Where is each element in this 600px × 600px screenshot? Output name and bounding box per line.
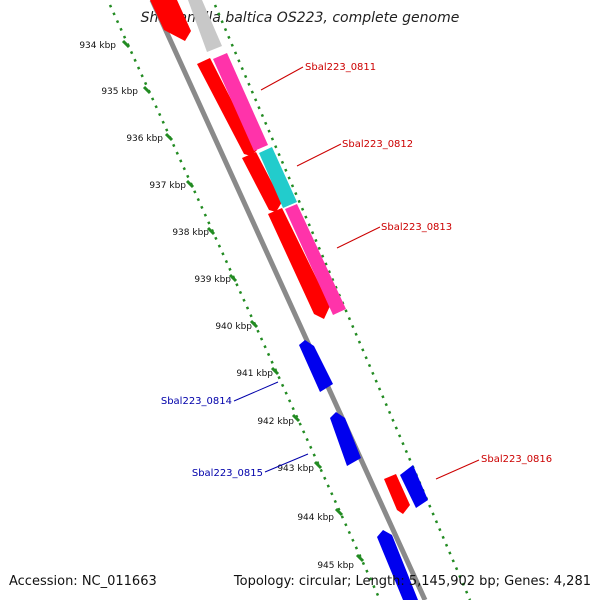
gene-pink-block bbox=[213, 53, 268, 151]
tick-label-935: 935 kbp bbox=[101, 87, 138, 97]
tick-label-945: 945 kbp bbox=[317, 561, 354, 571]
tick-mark bbox=[121, 39, 131, 49]
tick-marks bbox=[121, 39, 365, 563]
minus-strand-arrow bbox=[377, 530, 418, 600]
cds-arrow bbox=[268, 208, 330, 319]
tick-mark bbox=[313, 460, 323, 470]
leader-line-0813 bbox=[336, 226, 381, 249]
leader-lines bbox=[233, 66, 480, 480]
gene-label-0814: Sbal223_0814 bbox=[161, 396, 232, 407]
leader-line-0811 bbox=[260, 66, 304, 91]
gene-label-0813: Sbal223_0813 bbox=[381, 222, 452, 233]
tick-label-943: 943 kbp bbox=[277, 464, 314, 474]
tick-mark bbox=[228, 273, 238, 283]
tick-label-940: 940 kbp bbox=[215, 322, 252, 332]
cds-arrow bbox=[384, 474, 410, 514]
minus-strand-arrow bbox=[299, 340, 333, 392]
tick-mark bbox=[355, 553, 365, 563]
tick-labels: 934 kbp 935 kbp 936 kbp 937 kbp 938 kbp … bbox=[79, 41, 354, 571]
leader-line-0815 bbox=[264, 453, 309, 473]
tick-mark bbox=[249, 319, 259, 329]
backbone-line bbox=[149, 0, 428, 600]
cds-arrow bbox=[197, 58, 257, 156]
inner-tick-ring bbox=[108, 4, 382, 600]
minus-strand-features bbox=[299, 340, 418, 600]
tick-mark bbox=[334, 507, 344, 517]
gene-cyan-block bbox=[259, 147, 297, 208]
leader-line-0814 bbox=[233, 381, 279, 402]
gene-label-0812: Sbal223_0812 bbox=[342, 139, 413, 150]
gene-labels: Sbal223_0811 Sbal223_0812 Sbal223_0813 S… bbox=[161, 62, 552, 479]
cds-arrow bbox=[242, 152, 282, 212]
tick-label-937: 937 kbp bbox=[149, 181, 186, 191]
tick-mark bbox=[185, 179, 195, 189]
leader-line-0816 bbox=[435, 459, 480, 480]
plus-strand-features bbox=[150, 0, 428, 514]
tick-label-941: 941 kbp bbox=[236, 369, 273, 379]
tick-label-942: 942 kbp bbox=[257, 417, 294, 427]
tick-mark bbox=[291, 413, 301, 423]
tick-label-938: 938 kbp bbox=[172, 228, 209, 238]
gene-label-0815: Sbal223_0815 bbox=[192, 468, 263, 479]
gene-label-0811: Sbal223_0811 bbox=[305, 62, 376, 73]
map-title: Shewanella baltica OS223, complete genom… bbox=[140, 10, 460, 26]
leader-line-0812 bbox=[296, 143, 342, 167]
tick-mark bbox=[206, 226, 216, 236]
genome-summary-text: Topology: circular; Length: 5,145,902 bp… bbox=[233, 574, 591, 589]
minus-strand-arrow bbox=[330, 412, 361, 466]
gene-label-0816: Sbal223_0816 bbox=[481, 454, 552, 465]
gene-gray-block bbox=[188, 0, 222, 52]
tick-label-934: 934 kbp bbox=[79, 41, 116, 51]
tick-mark bbox=[142, 85, 152, 95]
tick-mark bbox=[164, 132, 174, 142]
cds-arrow bbox=[150, 0, 191, 41]
gene-pink-block bbox=[285, 204, 346, 315]
tick-label-936: 936 kbp bbox=[126, 134, 163, 144]
tick-mark bbox=[270, 366, 280, 376]
tick-label-944: 944 kbp bbox=[297, 513, 334, 523]
accession-text: Accession: NC_011663 bbox=[9, 574, 157, 589]
minus-strand-arrow bbox=[400, 465, 428, 508]
tick-label-939: 939 kbp bbox=[194, 275, 231, 285]
